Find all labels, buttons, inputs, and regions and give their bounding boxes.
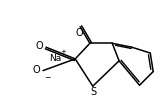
Text: S: S: [91, 87, 97, 97]
Text: −: −: [44, 73, 50, 83]
Text: O: O: [35, 41, 43, 51]
Text: O: O: [75, 28, 83, 38]
Text: Na: Na: [50, 54, 62, 63]
Text: +: +: [61, 49, 67, 55]
Text: O: O: [33, 65, 40, 75]
